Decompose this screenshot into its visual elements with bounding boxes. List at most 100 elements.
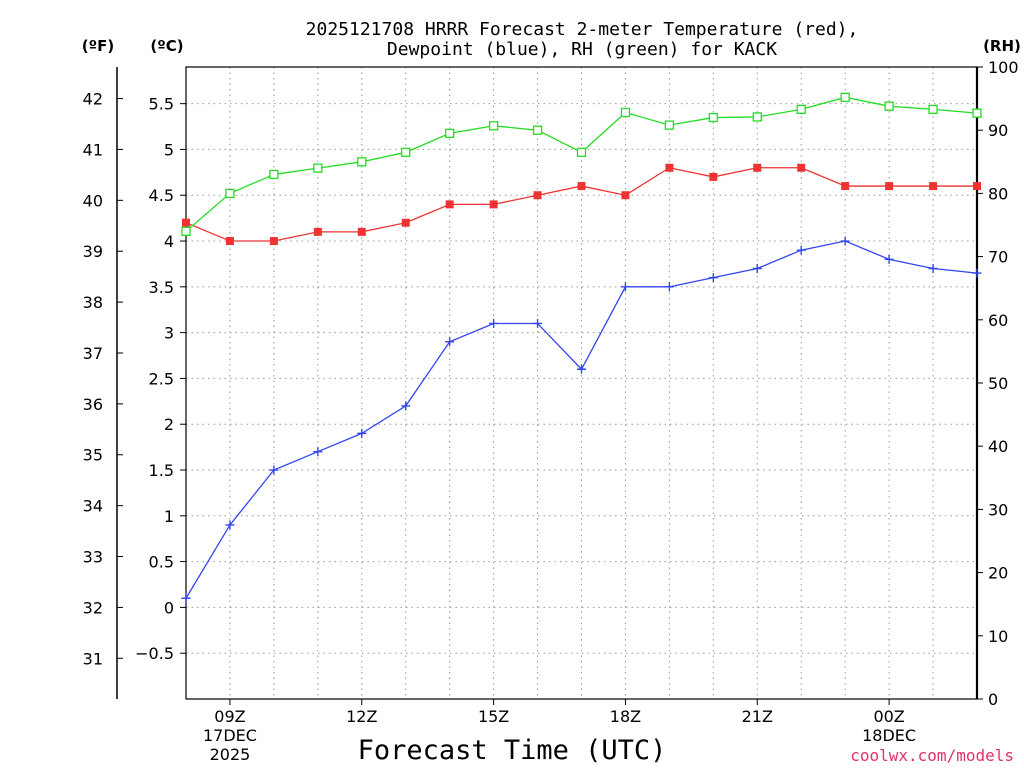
rh-tick-label: 10	[988, 627, 1008, 646]
temperature-point	[313, 227, 322, 236]
credit-text[interactable]: coolwx.com/models	[850, 746, 1014, 765]
rh-series	[181, 92, 982, 236]
rh-tick-label: 100	[988, 58, 1019, 77]
x-tick-label: 00Z	[873, 707, 904, 726]
fahrenheit-tick-label: 37	[83, 344, 103, 363]
rh-point	[445, 128, 455, 139]
fahrenheit-tick-label: 32	[83, 598, 103, 617]
dewpoint-point	[489, 318, 499, 328]
dewpoint-point	[225, 520, 235, 530]
fahrenheit-tick-label: 36	[83, 395, 103, 414]
temperature-point	[753, 163, 762, 172]
celsius-tick-label: −0.5	[135, 644, 174, 663]
rh-tick-label: 60	[988, 311, 1008, 330]
rh-point	[664, 120, 675, 130]
celsius-tick-label: 3	[164, 324, 174, 343]
fahrenheit-tick-label: 31	[83, 649, 103, 668]
dewpoint-point	[884, 254, 894, 264]
rh-tick-label: 40	[988, 437, 1008, 456]
fahrenheit-tick-label: 33	[83, 548, 103, 567]
dewpoint-point	[972, 268, 982, 278]
celsius-tick-label: 2.5	[149, 369, 174, 388]
dewpoint-point	[840, 236, 850, 246]
celsius-tick-label: 2	[164, 415, 174, 434]
chart-title-line-1: 2025121708 HRRR Forecast 2-meter Tempera…	[306, 19, 859, 40]
dewpoint-point	[708, 273, 718, 283]
x-tick-label: 18DEC	[862, 726, 916, 745]
rh-point	[620, 107, 631, 118]
rh-point	[532, 125, 543, 135]
celsius-tick-label: 5	[164, 140, 174, 159]
rh-point	[796, 104, 806, 114]
dewpoint-point	[445, 337, 455, 347]
fahrenheit-tick-label: 41	[83, 140, 103, 159]
temperature-series	[182, 163, 981, 246]
rh-point	[840, 92, 850, 102]
dewpoint-point	[620, 282, 630, 292]
x-tick-label: 17DEC	[203, 726, 257, 745]
chart-title-line-2: Dewpoint (blue), RH (green) for KACK	[387, 39, 777, 60]
dewpoint-point	[313, 447, 323, 457]
rh-point	[576, 147, 587, 157]
rh-point	[181, 226, 191, 236]
chart-title: 2025121708 HRRR Forecast 2-meter Tempera…	[306, 19, 859, 60]
temperature-point	[841, 182, 850, 191]
tick-labels: −0.5 0 0.5 1 1.5 2 2.5 3 3.5 4 4.5 5 5.5 31 32 33 34 35 36…	[83, 58, 1019, 764]
temperature-point	[401, 218, 410, 227]
rh-tick-label: 50	[988, 374, 1008, 393]
temperature-point	[225, 237, 234, 246]
temperature-point	[577, 182, 586, 191]
rh-tick-label: 90	[988, 121, 1008, 140]
celsius-tick-label: 4	[164, 232, 174, 251]
temperature-point	[357, 227, 366, 236]
rh-tick-label: 70	[988, 248, 1008, 267]
x-tick-label: 2025	[210, 745, 251, 764]
rh-point	[752, 112, 762, 122]
x-tick-label: 21Z	[742, 707, 773, 726]
dewpoint-point	[533, 318, 543, 328]
fahrenheit-unit-label: (ºF)	[82, 37, 114, 55]
fahrenheit-tick-label: 42	[83, 90, 103, 109]
rh-point	[269, 169, 279, 180]
temperature-point	[621, 191, 630, 200]
temperature-point	[533, 191, 542, 200]
data-series	[181, 92, 982, 603]
dewpoint-point	[357, 428, 367, 438]
rh-point	[401, 147, 411, 157]
rh-point	[972, 108, 982, 118]
rh-point	[357, 157, 367, 167]
rh-point	[708, 112, 718, 123]
rh-point	[225, 188, 235, 199]
rh-unit-label: (RH)	[983, 37, 1021, 55]
rh-point	[488, 121, 499, 131]
temperature-point	[797, 163, 806, 172]
rh-tick-label: 30	[988, 500, 1008, 519]
dewpoint-point	[181, 593, 191, 603]
rh-point	[928, 104, 938, 114]
dewpoint-point	[752, 264, 762, 274]
dewpoint-point	[796, 245, 806, 255]
dewpoint-point	[664, 282, 674, 292]
celsius-tick-label: 0.5	[149, 553, 174, 572]
dewpoint-point	[269, 465, 279, 475]
x-tick-label: 09Z	[214, 707, 245, 726]
dewpoint-point	[928, 264, 938, 274]
temperature-point	[182, 218, 190, 227]
x-tick-label: 12Z	[346, 707, 377, 726]
rh-tick-label: 20	[988, 564, 1008, 583]
celsius-tick-label: 3.5	[149, 278, 174, 297]
rh-tick-label: 80	[988, 184, 1008, 203]
fahrenheit-tick-label: 35	[83, 446, 103, 465]
grid-lines	[186, 67, 977, 699]
celsius-tick-label: 4.5	[149, 186, 174, 205]
rh-point	[313, 163, 323, 173]
rh-point	[884, 101, 894, 111]
temperature-point	[973, 182, 981, 191]
temperature-point	[929, 182, 938, 191]
temperature-point	[709, 172, 718, 181]
celsius-unit-label: (ºC)	[150, 37, 183, 55]
temperature-line	[185, 167, 977, 242]
fahrenheit-tick-label: 40	[83, 191, 103, 210]
dewpoint-series	[181, 236, 982, 603]
